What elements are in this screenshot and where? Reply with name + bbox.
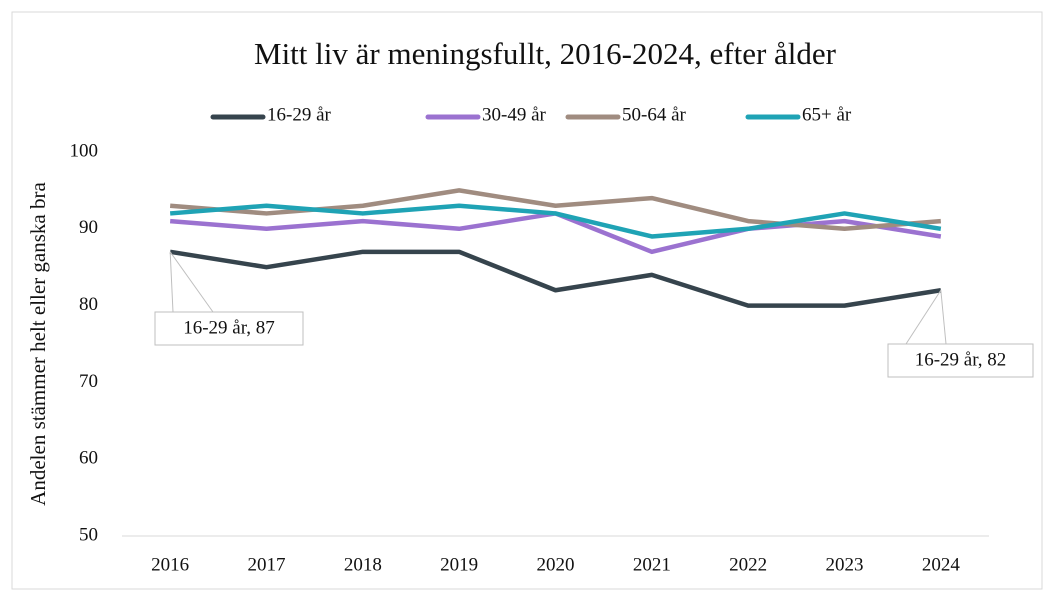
legend-label: 16-29 år xyxy=(267,104,332,125)
x-tick-label: 2019 xyxy=(440,554,478,575)
callout-box xyxy=(154,311,304,346)
y-tick-label: 80 xyxy=(79,294,98,315)
x-tick-label: 2018 xyxy=(344,554,382,575)
callout-leader xyxy=(169,251,214,313)
x-tick-label: 2020 xyxy=(537,554,575,575)
x-tick-label: 2024 xyxy=(922,554,961,575)
x-tick-label: 2016 xyxy=(151,554,189,575)
series-line xyxy=(169,203,942,239)
legend-label: 65+ år xyxy=(802,104,852,125)
x-tick-label: 2021 xyxy=(633,554,671,575)
legend-label: 50-64 år xyxy=(622,104,687,125)
y-tick-label: 70 xyxy=(79,371,98,392)
callout-leader xyxy=(905,289,942,345)
series-line xyxy=(169,188,942,232)
x-tick-label: 2017 xyxy=(248,554,286,575)
y-tick-label: 50 xyxy=(79,524,98,545)
callout-leader xyxy=(169,251,174,313)
callout-box xyxy=(887,343,1034,378)
y-tick-label: 90 xyxy=(79,217,98,238)
data-label: 16-29 år, 87 xyxy=(183,317,275,338)
x-tick-label: 2023 xyxy=(826,554,864,575)
y-axis-label: Andelen stämmer helt eller ganska bra xyxy=(26,182,50,506)
y-tick-label: 100 xyxy=(70,140,99,161)
series-line xyxy=(169,249,942,308)
data-label: 16-29 år, 82 xyxy=(915,349,1007,370)
chart-title: Mitt liv är meningsfullt, 2016-2024, eft… xyxy=(254,36,837,71)
callout-leader xyxy=(940,290,947,345)
y-tick-label: 60 xyxy=(79,448,98,469)
x-tick-label: 2022 xyxy=(729,554,767,575)
legend-label: 30-49 år xyxy=(482,104,547,125)
